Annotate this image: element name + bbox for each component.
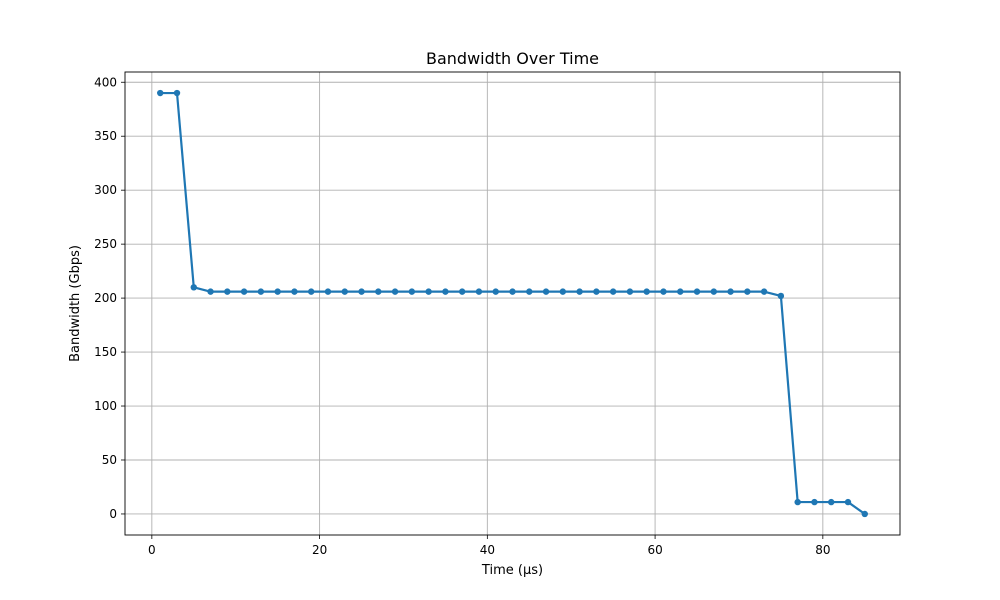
data-point bbox=[274, 288, 281, 295]
data-point bbox=[828, 498, 835, 506]
x-tick-label: 20 bbox=[312, 543, 327, 557]
y-tick-label: 250 bbox=[94, 237, 117, 251]
data-point bbox=[341, 288, 348, 295]
axis-ticks: 0 20 40 60 80 0 50 100 150 200 250 300 350 400 bbox=[94, 75, 830, 557]
data-point bbox=[794, 498, 801, 506]
data-point bbox=[207, 288, 214, 295]
y-tick-label: 100 bbox=[94, 399, 117, 413]
data-point bbox=[844, 498, 852, 506]
y-tick-label: 0 bbox=[109, 507, 117, 521]
series-line bbox=[160, 91, 866, 515]
y-tick-label: 400 bbox=[94, 75, 117, 89]
data-point bbox=[677, 288, 684, 295]
data-point bbox=[509, 288, 516, 295]
plot-frame bbox=[124, 71, 901, 536]
x-tick-label: 0 bbox=[148, 543, 156, 557]
data-point bbox=[710, 288, 717, 295]
data-point bbox=[408, 288, 416, 295]
x-tick-label: 80 bbox=[815, 543, 830, 557]
data-point bbox=[391, 288, 399, 295]
chart-title: Bandwidth Over Time bbox=[426, 49, 599, 68]
grid-lines bbox=[125, 72, 900, 535]
data-point bbox=[593, 288, 600, 295]
y-axis-label: Bandwidth (Gbps) bbox=[68, 245, 83, 362]
data-point bbox=[475, 288, 483, 295]
data-point bbox=[626, 288, 634, 295]
data-point bbox=[240, 288, 248, 295]
data-point bbox=[811, 498, 818, 506]
data-point bbox=[157, 89, 164, 97]
data-point bbox=[442, 288, 449, 295]
data-point bbox=[861, 510, 868, 518]
y-tick-label: 300 bbox=[94, 183, 117, 197]
data-point bbox=[660, 288, 667, 295]
data-point bbox=[257, 288, 265, 295]
data-point bbox=[777, 292, 785, 300]
x-tick-label: 40 bbox=[480, 543, 495, 557]
x-axis-label: Time (μs) bbox=[481, 563, 543, 578]
data-point bbox=[760, 288, 768, 295]
data-point bbox=[358, 288, 365, 295]
data-point bbox=[693, 288, 701, 295]
data-point bbox=[643, 288, 650, 295]
data-point bbox=[291, 288, 298, 295]
data-point bbox=[224, 288, 231, 295]
data-point bbox=[559, 288, 567, 295]
data-point bbox=[324, 288, 332, 295]
data-point bbox=[173, 89, 181, 97]
data-point bbox=[308, 288, 315, 295]
data-point bbox=[609, 288, 617, 295]
data-point bbox=[375, 288, 382, 295]
data-point bbox=[727, 288, 734, 295]
x-tick-label: 60 bbox=[647, 543, 662, 557]
data-point bbox=[542, 288, 550, 295]
y-tick-label: 50 bbox=[102, 453, 117, 467]
data-point bbox=[526, 288, 533, 295]
y-tick-label: 200 bbox=[94, 291, 117, 305]
data-point bbox=[190, 284, 197, 291]
series-layer bbox=[157, 89, 868, 518]
data-point bbox=[458, 288, 466, 295]
data-point bbox=[492, 288, 499, 295]
data-point bbox=[744, 288, 751, 295]
data-point bbox=[425, 288, 432, 295]
data-point bbox=[576, 288, 583, 295]
y-tick-label: 350 bbox=[94, 129, 117, 143]
y-tick-label: 150 bbox=[94, 345, 117, 359]
